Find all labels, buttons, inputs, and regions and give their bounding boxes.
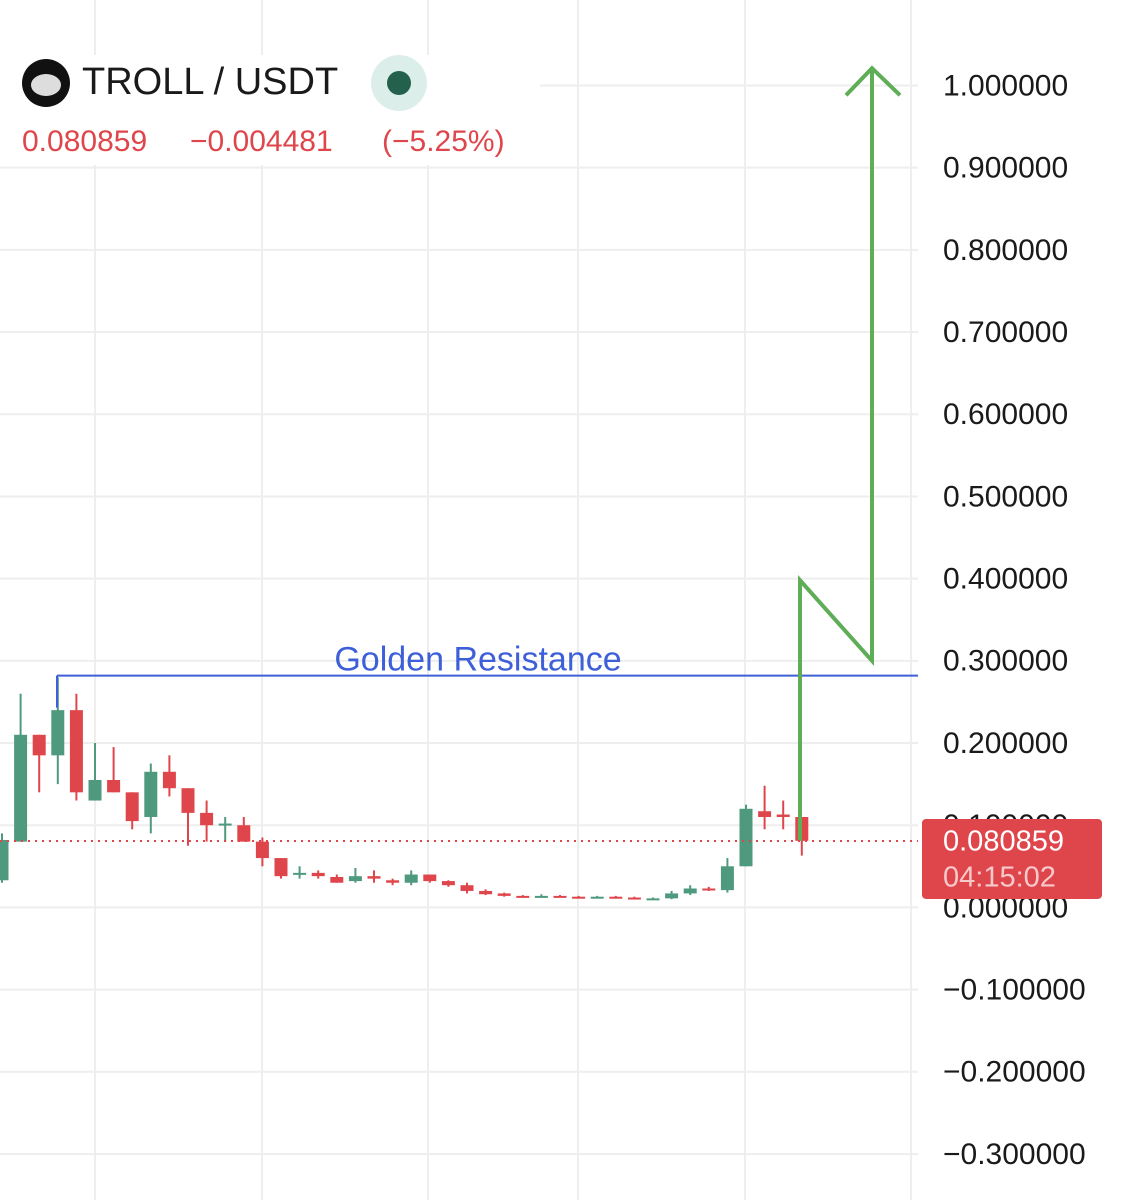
- candle-body: [739, 808, 753, 867]
- y-tick-label: 0.800000: [943, 234, 1068, 267]
- y-tick-label: 0.300000: [943, 645, 1068, 678]
- y-tick-label: 0.700000: [943, 316, 1068, 349]
- plot: Golden Resistance: [0, 65, 918, 1155]
- candle-body: [720, 866, 734, 891]
- candle-body: [311, 872, 325, 877]
- candle-body: [144, 771, 158, 817]
- y-tick-label: 0.200000: [943, 727, 1068, 760]
- candle-body: [237, 825, 251, 842]
- candle-body: [776, 814, 790, 817]
- projection-arrow: [798, 68, 874, 841]
- y-tick-label: 0.900000: [943, 152, 1068, 185]
- resistance-label: Golden Resistance: [334, 641, 621, 679]
- y-tick-label: −0.100000: [943, 974, 1086, 1007]
- candle-body: [330, 876, 344, 883]
- candle-body: [200, 812, 214, 826]
- candle-body: [497, 893, 511, 896]
- candle-body: [758, 811, 772, 817]
- candle-body: [423, 874, 437, 882]
- header-bg: [0, 55, 540, 165]
- change-pct: (−5.25%): [382, 125, 505, 158]
- candle-body: [348, 876, 362, 882]
- y-tick-label: −0.300000: [943, 1138, 1086, 1171]
- candle-body: [460, 885, 474, 891]
- price-tag-value: 0.080859: [943, 826, 1064, 858]
- y-tick-label: 1.000000: [943, 69, 1068, 102]
- candle-body: [51, 710, 65, 756]
- candle-body: [386, 880, 400, 883]
- candle-body: [441, 881, 455, 886]
- symbol: TROLL / USDT: [82, 61, 338, 103]
- candle-body: [404, 874, 418, 883]
- candle-body: [627, 897, 641, 900]
- price-tag-countdown: 04:15:02: [943, 862, 1056, 894]
- price-tag: [922, 818, 1102, 899]
- candle-body: [274, 858, 288, 877]
- candle-body: [107, 780, 121, 793]
- arrow-head: [844, 65, 902, 97]
- coin-logo-face: [31, 74, 61, 96]
- candle-body: [665, 893, 679, 899]
- candle-body: [125, 792, 139, 822]
- candle-body: [590, 896, 604, 899]
- candle-body: [367, 876, 381, 879]
- candle-body: [609, 896, 623, 899]
- change: −0.004481: [190, 125, 333, 158]
- candle-body: [479, 890, 493, 895]
- candle-body: [88, 780, 102, 801]
- candle-body: [683, 888, 697, 894]
- candle-body: [646, 898, 660, 901]
- y-tick-label: 0.500000: [943, 480, 1068, 513]
- candle-body: [69, 710, 83, 793]
- candle-body: [702, 888, 716, 891]
- candle-body: [255, 841, 269, 859]
- candle-body: [181, 788, 195, 813]
- candle-body: [162, 771, 176, 789]
- candle-body: [32, 734, 46, 756]
- candle-body: [534, 895, 548, 898]
- candle-body: [218, 823, 232, 826]
- candle-body: [553, 895, 567, 898]
- candle-body: [0, 840, 9, 881]
- candle-body: [516, 895, 530, 898]
- candle-body: [14, 734, 28, 842]
- candle-body: [293, 872, 307, 875]
- y-tick-label: 0.400000: [943, 563, 1068, 596]
- candle-body: [572, 896, 586, 899]
- y-tick-label: −0.200000: [943, 1056, 1086, 1089]
- price: 0.080859: [22, 125, 147, 158]
- y-tick-label: 0.600000: [943, 398, 1068, 431]
- status-dot: [387, 71, 411, 95]
- time-grid: [94, 0, 912, 1200]
